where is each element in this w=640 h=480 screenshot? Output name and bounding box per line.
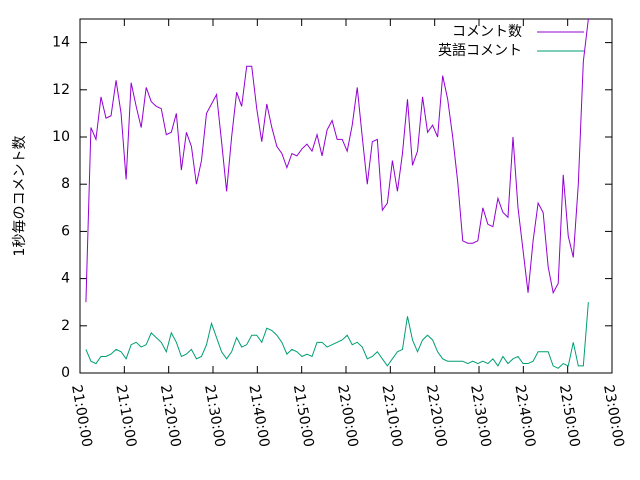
- x-tick-label: 21:20:00: [157, 384, 184, 449]
- x-tick-label: 21:40:00: [245, 384, 272, 449]
- y-tick-label: 12: [52, 82, 70, 98]
- x-tick-label: 23:00:00: [600, 384, 627, 449]
- data-line: [85, 302, 589, 369]
- y-tick-label: 6: [61, 223, 70, 239]
- y-tick-label: 14: [52, 35, 70, 51]
- legend-label: コメント数: [452, 24, 522, 40]
- y-tick-label: 10: [52, 129, 70, 145]
- y-tick-label: 0: [61, 365, 70, 381]
- x-tick-label: 21:30:00: [201, 384, 228, 449]
- x-tick-label: 21:50:00: [290, 384, 317, 449]
- plot-border: [79, 18, 613, 374]
- legend-label: 英語コメント: [438, 42, 522, 59]
- x-tick-label: 22:00:00: [334, 384, 361, 449]
- data-line: [85, 19, 589, 303]
- x-tick-label: 22:50:00: [556, 384, 583, 449]
- x-tick-label: 21:00:00: [68, 384, 95, 449]
- x-tick-label: 21:10:00: [112, 384, 139, 449]
- y-tick-label: 2: [61, 318, 70, 334]
- x-tick-label: 22:20:00: [423, 384, 450, 449]
- y-tick-label: 4: [61, 271, 70, 287]
- y-axis-label: 1秒毎のコメント数: [12, 136, 28, 257]
- x-tick-label: 22:40:00: [511, 384, 538, 449]
- x-tick-label: 22:30:00: [467, 384, 494, 449]
- x-tick-label: 22:10:00: [378, 384, 405, 449]
- y-tick-label: 8: [61, 176, 70, 192]
